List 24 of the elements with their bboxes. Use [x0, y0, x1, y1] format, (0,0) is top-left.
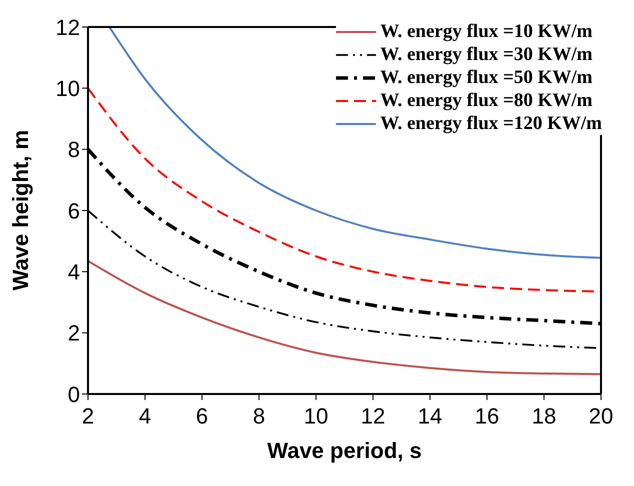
y-tick-label: 10 — [56, 76, 80, 101]
y-tick-label: 0 — [68, 382, 80, 407]
legend-label: W. energy flux =120 KW/m — [380, 112, 602, 134]
y-tick-label: 8 — [68, 137, 80, 162]
y-axis-title: Wave height, m — [8, 130, 33, 290]
x-tick-label: 4 — [138, 404, 152, 429]
y-tick-label: 12 — [56, 14, 80, 40]
x-tick-label: 10 — [304, 404, 328, 429]
y-tick-label: 6 — [68, 198, 80, 224]
line-series — [88, 260, 601, 376]
legend-label: W. energy flux =50 KW/m — [380, 66, 592, 88]
x-axis-title: Wave period, s — [267, 438, 422, 463]
legend-label: W. energy flux =30 KW/m — [380, 44, 592, 66]
x-tick-label: 12 — [360, 404, 386, 429]
x-tick-label: 8 — [252, 404, 266, 429]
x-tick-label: 18 — [532, 404, 556, 429]
x-tick-label: 20 — [588, 404, 614, 429]
x-tick-label: 6 — [196, 404, 208, 429]
y-tick-label: 4 — [68, 259, 80, 284]
legend-label: W. energy flux =10 KW/m — [380, 20, 592, 42]
legend-label: W. energy flux =80 KW/m — [380, 90, 592, 112]
x-tick-label: 16 — [474, 404, 500, 429]
y-tick-label: 2 — [68, 320, 80, 346]
x-tick-label: 14 — [418, 404, 442, 429]
